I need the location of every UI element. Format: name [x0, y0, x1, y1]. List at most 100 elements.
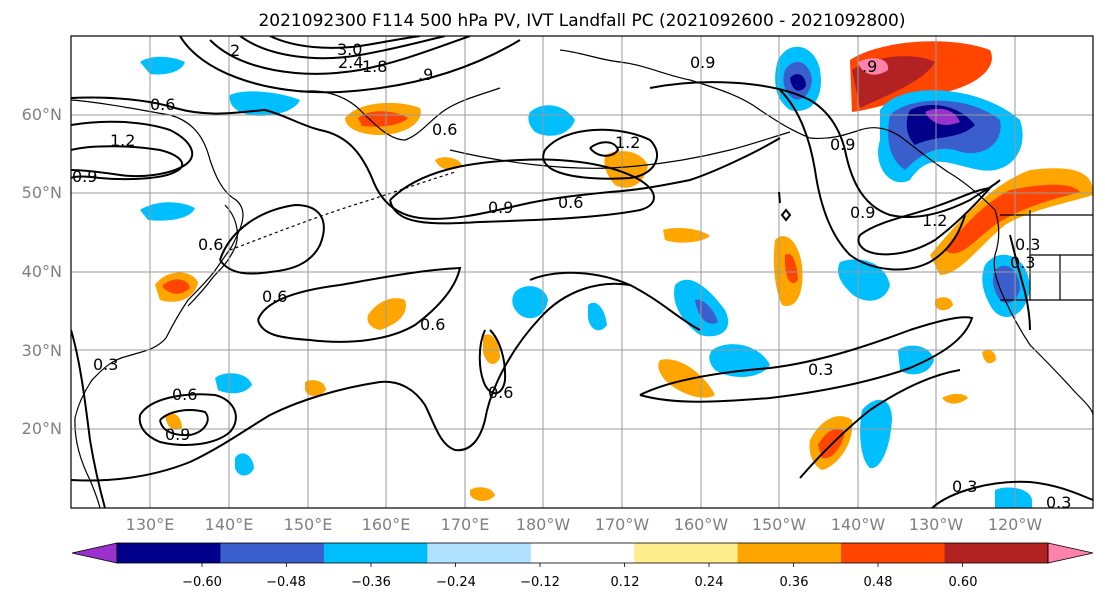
colorbar-cell [220, 543, 325, 563]
shading-positive-midlat-east [663, 228, 710, 243]
colorbar-tick-label: 0.12 [611, 575, 640, 590]
lon-label: 160°W [674, 515, 729, 534]
coastlines [71, 49, 1093, 508]
lon-label: 160°E [362, 515, 411, 534]
contour-label: 0.3 [1046, 493, 1071, 512]
shading-negative-se-corner [995, 487, 1032, 508]
contour-label: 0.6 [432, 120, 457, 139]
contour-line-0p9-arctic [179, 36, 521, 94]
lat-label: 30°N [22, 341, 62, 360]
colorbar-cell [841, 543, 946, 563]
contour-label: 2 [230, 41, 240, 60]
contour-label: 0.3 [93, 355, 118, 374]
longitude-labels: 130°E 140°E 150°E 160°E 170°E 180°W 170°… [126, 515, 1043, 534]
contour-label: 0.6 [558, 193, 583, 212]
colorbar-extend-max [1047, 542, 1094, 564]
map-frame [70, 35, 1094, 509]
contour-labels: 3.0 2.4 1.8 2 .9 0.6 1.2 0.9 0.6 1.2 0.9… [72, 40, 1071, 512]
colorbar-outline [116, 542, 1049, 564]
contour-line-0p9-east [649, 81, 1001, 219]
lat-label: 20°N [22, 419, 62, 438]
shading-negative-east-pacific [838, 259, 890, 301]
colorbar-extend-min [71, 542, 118, 564]
shading-negative-central [588, 302, 607, 331]
lon-label: 150°E [284, 515, 333, 534]
shading-positive-subtropic-west [305, 380, 326, 396]
shading-negative-japan-north [140, 202, 195, 221]
shading-negative-ne-pacific-south [860, 399, 892, 469]
contour-line-1p2-east [857, 186, 993, 256]
contour-label: 0.9 [690, 53, 715, 72]
colorbar-tick-label: 0.60 [949, 575, 978, 590]
lon-label: 140°W [831, 515, 886, 534]
contour-label: 0.3 [808, 360, 833, 379]
coastline-aleutians [449, 131, 791, 169]
lat-label: 40°N [22, 262, 62, 281]
map-panel: 3.0 2.4 1.8 2 .9 0.6 1.2 0.9 0.6 1.2 0.9… [70, 35, 1094, 512]
shading-negative-far-nw [140, 56, 185, 75]
contour-label: 0.6 [150, 95, 175, 114]
shading-positive-ar-core [945, 184, 1080, 254]
shading-positive-small-east [935, 297, 953, 311]
contour-line-0p6-central-hawaii [478, 329, 507, 395]
map-title: 2021092300 F114 500 hPa PV, IVT Landfall… [258, 11, 905, 31]
colorbar-cell [634, 543, 739, 563]
contour-label: 0.9 [72, 167, 97, 186]
lon-label: 170°W [595, 515, 650, 534]
colorbar-cell [944, 543, 1049, 563]
colorbar-cell [323, 543, 428, 563]
contour-line-0p6-japan [219, 203, 325, 275]
shading-negative-bering [528, 105, 575, 136]
state-borders [1000, 210, 1093, 301]
lon-label: 170°E [441, 515, 490, 534]
contour-line-0p3-big-loop [71, 282, 631, 482]
contour-label: 0.3 [1015, 235, 1040, 254]
shading-pink-gulf-alaska [858, 58, 889, 75]
contour-line-0p6-midwest [257, 266, 462, 343]
colorbar-cell [530, 543, 635, 563]
shading-positive-small-south [470, 487, 495, 501]
lat-label: 50°N [22, 183, 62, 202]
colorbar: −0.60 −0.48 −0.36 −0.24 −0.12 0.12 0.24 … [71, 542, 1094, 590]
contour-label: 0.6 [262, 287, 287, 306]
shading-negative-tropics-east [898, 345, 934, 375]
latitude-labels: 60°N 50°N 40°N 30°N 20°N [22, 105, 62, 438]
contour-line-1p2-inner [589, 141, 620, 157]
contour-label: 3.0 [337, 40, 362, 59]
contour-line-0p3-subtropic-east [639, 316, 974, 403]
lon-label: 130°W [909, 515, 964, 534]
colorbar-tick-labels: −0.60 −0.48 −0.36 −0.24 −0.12 0.12 0.24 … [182, 575, 977, 590]
contour-label: 1.2 [922, 211, 947, 230]
contour-line-0p9-central [389, 158, 655, 225]
colorbar-tick-label: −0.12 [520, 575, 560, 590]
lon-label: 140°E [205, 515, 254, 534]
contour-line-0p3-south-mid [799, 369, 961, 479]
contour-line-0p9-subtropic-west [159, 409, 209, 437]
coastline-kamchatka [299, 87, 501, 141]
contour-line-arctic-max-inner-2 [269, 36, 421, 49]
contour-line-1p2-west [71, 120, 194, 178]
contour-line-small-tick [778, 191, 781, 204]
dateline-boundary [229, 171, 456, 251]
shading-negative-west-pacific [215, 373, 252, 394]
contour-line-1p2-central [542, 128, 659, 180]
coastline-asia-east [71, 99, 244, 508]
colorbar-tick-label: −0.24 [436, 575, 476, 590]
contour-label: 1.2 [110, 131, 135, 150]
contour-label: .9 [418, 65, 433, 84]
coastline-japan [187, 204, 238, 307]
contour-label: 0.9 [165, 425, 190, 444]
contour-label: 0.3 [952, 477, 977, 496]
shading-negative-kamchatka-west [229, 91, 300, 116]
contour-line-arctic-max-inner [239, 36, 446, 60]
colorbar-tick-label: 0.48 [864, 575, 893, 590]
lon-label: 120°W [988, 515, 1043, 534]
contour-label: 0.3 [1010, 253, 1035, 272]
shading-negative-philippine-sea [235, 453, 254, 476]
contour-label: 0.6 [488, 383, 513, 402]
contour-label: 2.4 [338, 53, 363, 72]
shading-negative-alaska-west-strong [790, 74, 806, 91]
shading-negative-california-mid [992, 265, 1020, 304]
contour-line-0p3-east-coast [1009, 234, 1031, 331]
